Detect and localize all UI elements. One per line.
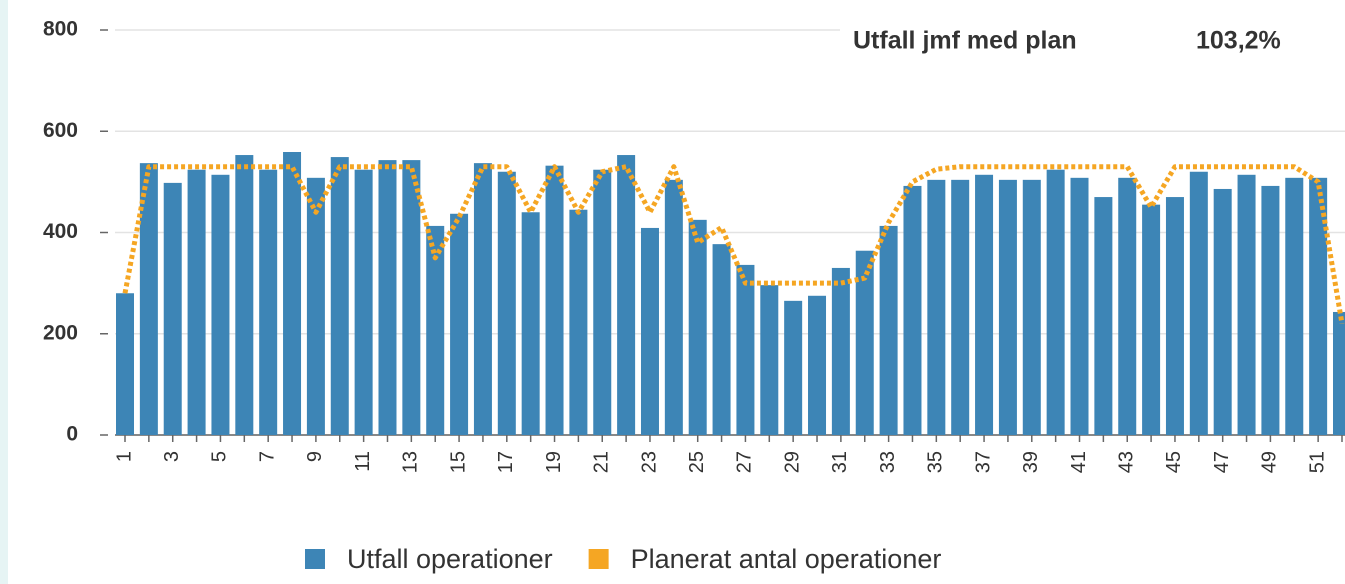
bar	[306, 177, 325, 435]
bar	[951, 179, 970, 435]
y-tick-label: 400	[43, 220, 78, 243]
y-tick-label: 600	[43, 119, 78, 142]
x-tick-label: 1	[113, 451, 135, 462]
x-tick-label: 21	[591, 451, 613, 473]
bar	[1118, 177, 1137, 435]
x-tick-label: 45	[1163, 451, 1185, 473]
bar	[593, 169, 612, 435]
bar	[831, 267, 850, 435]
bar	[1142, 204, 1161, 435]
bar	[330, 157, 349, 435]
bar	[808, 295, 827, 435]
x-tick-label: 49	[1259, 451, 1281, 473]
bar	[139, 163, 158, 436]
bar	[235, 155, 254, 435]
bar	[473, 163, 492, 436]
bar	[354, 169, 373, 435]
annotation-label: Utfall jmf med plan	[853, 27, 1077, 55]
x-tick-label: 19	[543, 451, 565, 473]
x-tick-label: 13	[400, 451, 422, 473]
bar	[1309, 177, 1328, 435]
x-tick-label: 31	[829, 451, 851, 473]
x-tick-label: 3	[161, 451, 183, 462]
x-tick-label: 27	[734, 451, 756, 473]
bar	[545, 165, 564, 436]
bar	[497, 171, 516, 435]
bar	[784, 300, 803, 435]
legend-label: Planerat antal operationer	[631, 544, 942, 574]
plan-line	[122, 164, 1345, 325]
bar	[760, 285, 779, 435]
bar	[712, 244, 731, 435]
bar	[426, 225, 445, 435]
x-tick-label: 7	[256, 451, 278, 462]
legend-swatch	[588, 549, 609, 569]
bar	[975, 174, 994, 435]
bar	[1165, 197, 1184, 435]
bar	[187, 169, 206, 435]
x-tick-label: 41	[1068, 451, 1090, 473]
bar	[1213, 188, 1232, 435]
x-tick-label: 33	[877, 451, 899, 473]
bar	[1070, 177, 1089, 435]
x-tick-label: 23	[638, 451, 660, 473]
bar	[163, 182, 182, 435]
bar	[664, 179, 683, 435]
bar	[688, 219, 707, 435]
bar	[1189, 171, 1208, 435]
bar	[736, 264, 755, 435]
annotation-background	[840, 14, 1345, 66]
y-tick-label: 0	[66, 423, 78, 446]
bar	[283, 152, 302, 435]
bar	[378, 160, 397, 435]
left-border	[0, 0, 8, 584]
bar	[1022, 179, 1041, 435]
x-tick-label: 47	[1211, 451, 1233, 473]
x-tick-label: 51	[1306, 451, 1328, 473]
bar	[521, 212, 540, 435]
annotation-value: 103,2%	[1196, 27, 1281, 55]
bar	[116, 293, 134, 435]
x-tick-label: 25	[686, 451, 708, 473]
x-tick-label: 35	[925, 451, 947, 473]
x-tick-label: 11	[352, 451, 374, 472]
y-tick-label: 800	[43, 18, 78, 41]
bar	[927, 179, 946, 435]
bar	[211, 174, 230, 435]
y-tick-label: 200	[43, 321, 78, 344]
bar	[402, 160, 421, 435]
bar	[640, 227, 659, 435]
bar	[1237, 174, 1256, 435]
bar	[617, 155, 636, 435]
bar	[1261, 185, 1280, 435]
bar	[998, 179, 1017, 435]
bar	[1285, 177, 1304, 435]
bar	[569, 209, 588, 435]
legend-swatch	[305, 549, 325, 569]
bar	[1046, 169, 1065, 435]
legend-label: Utfall operationer	[347, 544, 553, 574]
x-tick-label: 43	[1116, 451, 1138, 473]
bar	[259, 169, 278, 435]
bar	[450, 213, 469, 435]
bar	[903, 185, 922, 435]
bar	[1333, 311, 1345, 435]
bar	[855, 250, 874, 435]
x-tick-label: 39	[1020, 451, 1042, 473]
x-tick-label: 29	[781, 451, 803, 473]
x-tick-label: 5	[209, 451, 231, 462]
x-tick-label: 9	[304, 451, 326, 462]
bar	[879, 225, 898, 435]
x-tick-label: 37	[972, 451, 994, 473]
x-tick-label: 17	[495, 451, 517, 473]
bar	[1094, 197, 1113, 435]
x-tick-label: 15	[447, 451, 469, 473]
